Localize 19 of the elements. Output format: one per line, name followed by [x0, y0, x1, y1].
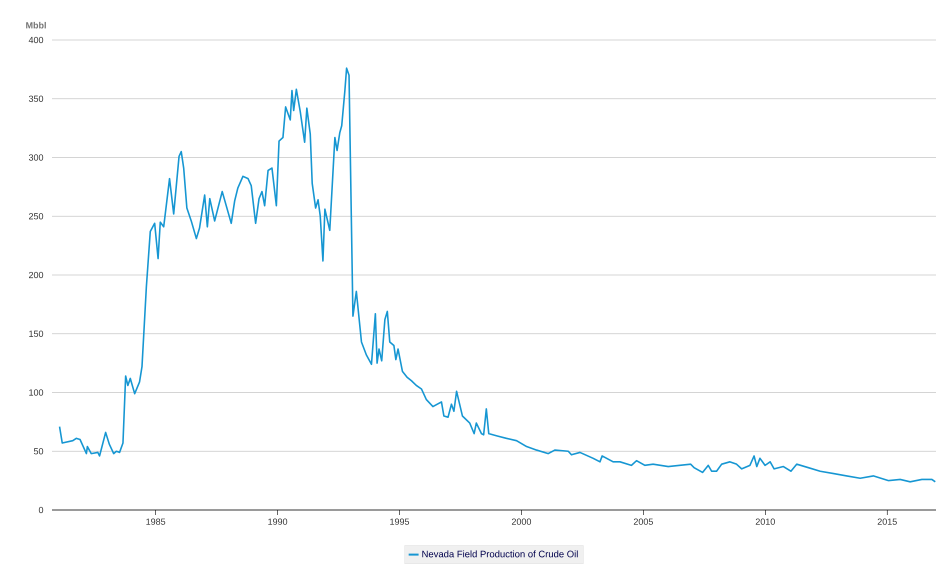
y-axis-title: Mbbl — [26, 22, 46, 29]
y-tick-label: 100 — [29, 389, 44, 396]
y-tick-label: 350 — [28, 96, 44, 102]
x-tick-label: 2005 — [634, 518, 653, 525]
y-tick-label: 300 — [28, 154, 44, 161]
x-tick-label: 2010 — [756, 518, 775, 525]
y-tick-label: 250 — [29, 213, 44, 220]
y-tick-label: 400 — [28, 36, 44, 44]
y-tick-label: 150 — [29, 330, 44, 337]
y-tick-label: 200 — [29, 272, 44, 278]
x-tick-label: 1995 — [390, 518, 410, 525]
y-tick-label: 50 — [34, 448, 44, 454]
x-tick-label: 1990 — [268, 518, 288, 525]
x-tick-label: 2015 — [878, 518, 897, 525]
y-tick-label: 0 — [38, 506, 44, 514]
line-series — [58, 67, 936, 483]
x-tick-label: 1985 — [146, 518, 166, 525]
x-tick-label: 2000 — [512, 518, 532, 525]
legend-label: Nevada Field Production of Crude Oil — [422, 550, 578, 558]
